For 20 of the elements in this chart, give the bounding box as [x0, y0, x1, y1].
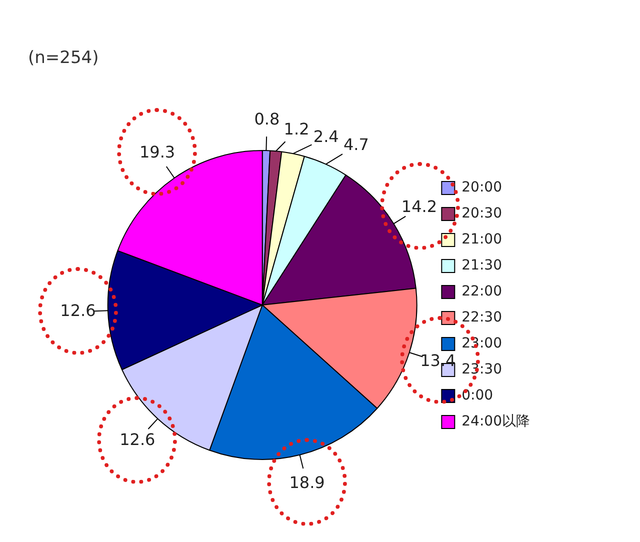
data-label: 19.3	[139, 142, 176, 162]
data-label: 2.4	[313, 126, 339, 146]
legend-label: 22:00	[462, 284, 502, 300]
data-label: 14.2	[401, 197, 438, 216]
legend-label: 0:00	[462, 388, 494, 404]
data-label: 0.8	[254, 110, 280, 129]
data-label: 13.4	[420, 350, 456, 370]
legend-label: 22:30	[462, 310, 502, 326]
legend-label: 23:30	[462, 362, 502, 378]
legend-label: 24:00以降	[462, 414, 530, 430]
text: (n=254)	[28, 48, 99, 68]
legend-label: 20:00	[462, 180, 502, 196]
legend-label: 21:30	[462, 258, 502, 274]
data-label: 12.6	[60, 300, 96, 320]
data-label: 1.2	[284, 119, 310, 138]
legend-label: 20:30	[462, 206, 502, 222]
data-label: 18.9	[289, 473, 325, 492]
legend-label: 21:00	[462, 232, 502, 248]
data-label: 12.6	[120, 430, 156, 449]
data-label: 4.7	[343, 134, 369, 154]
